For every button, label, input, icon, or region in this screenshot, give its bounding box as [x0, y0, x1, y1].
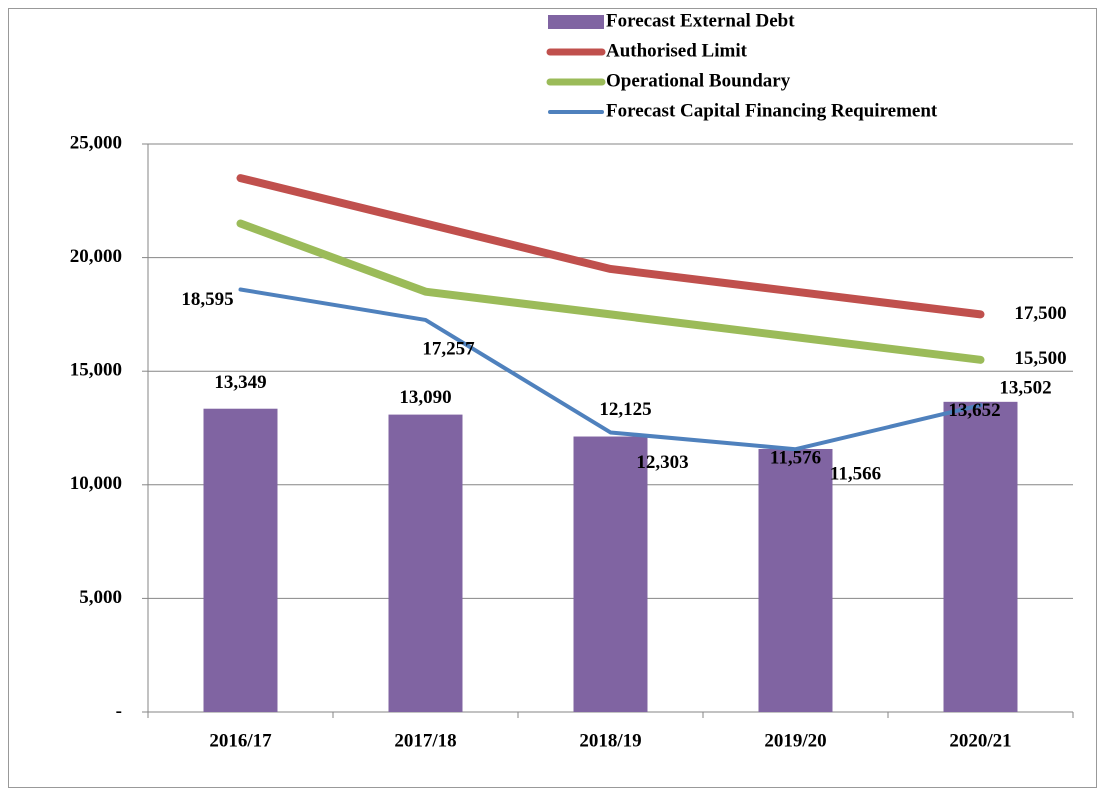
legend-label: Authorised Limit — [606, 40, 748, 61]
data-label: 12,303 — [636, 452, 688, 473]
x-tick-label: 2019/20 — [764, 730, 826, 751]
legend-label: Operational Boundary — [606, 70, 791, 91]
line — [236, 219, 985, 364]
data-label: 15,500 — [1014, 348, 1066, 369]
line — [238, 287, 983, 452]
x-tick-label: 2018/19 — [579, 730, 641, 751]
data-label: 12,125 — [599, 399, 651, 420]
y-tick-label: 25,000 — [70, 132, 122, 153]
x-tick-label: 2020/21 — [949, 730, 1011, 751]
legend-label: Forecast External Debt — [606, 10, 795, 31]
data-label: 17,257 — [422, 338, 475, 359]
data-label: 13,652 — [948, 400, 1000, 421]
data-label: 13,502 — [999, 378, 1051, 399]
y-tick-label: - — [116, 700, 122, 721]
line — [236, 174, 985, 319]
bar — [943, 401, 1018, 712]
data-label: 13,349 — [214, 372, 266, 393]
legend-label: Forecast Capital Financing Requirement — [606, 100, 938, 121]
bar — [388, 414, 463, 712]
y-tick-label: 10,000 — [70, 473, 122, 494]
chart-frame — [8, 8, 1097, 788]
y-tick-label: 5,000 — [79, 587, 122, 608]
bar — [758, 448, 833, 712]
data-label: 17,500 — [1014, 303, 1066, 324]
legend-swatch — [548, 15, 604, 29]
data-label: 11,566 — [830, 464, 881, 485]
y-tick-label: 20,000 — [70, 246, 122, 267]
bar — [573, 436, 648, 712]
x-tick-label: 2017/18 — [394, 730, 456, 751]
data-label: 13,090 — [399, 387, 451, 408]
data-label: 18,595 — [181, 289, 233, 310]
data-label: 11,576 — [770, 447, 821, 468]
x-tick-label: 2016/17 — [209, 730, 272, 751]
y-tick-label: 15,000 — [70, 360, 122, 381]
bar — [203, 408, 278, 712]
